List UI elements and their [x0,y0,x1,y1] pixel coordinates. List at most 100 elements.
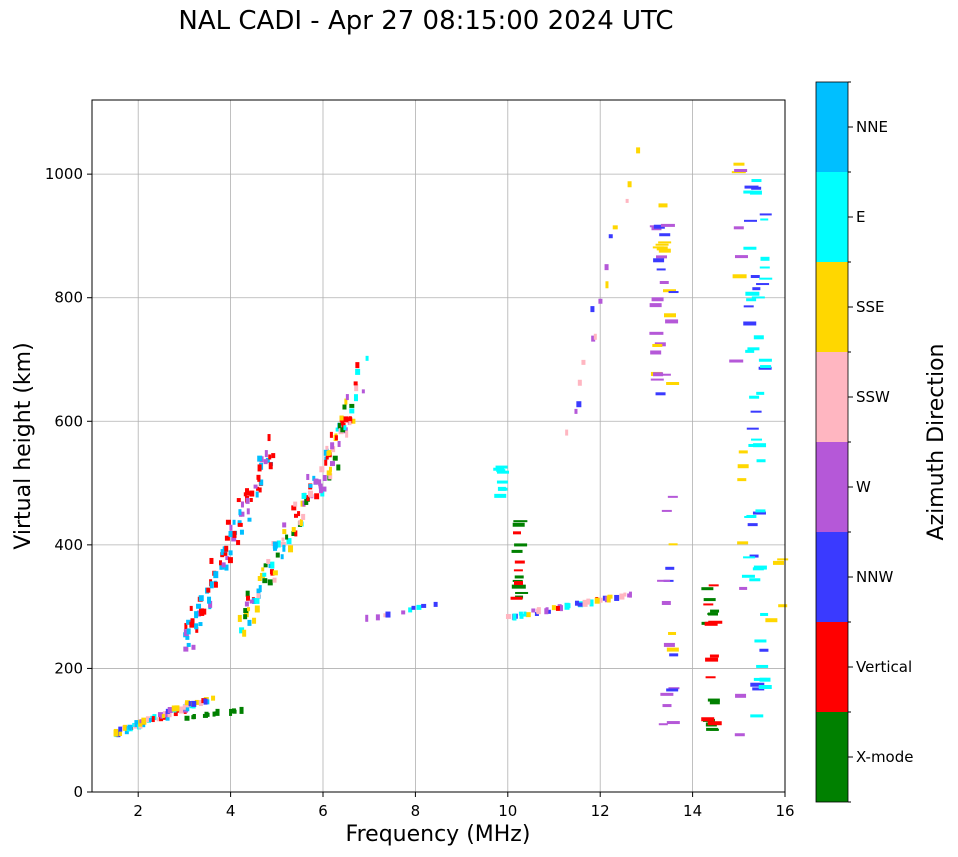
echo-point-14-50 [756,391,765,395]
echo-point-2-62 [238,509,242,516]
echo-point-3-42 [282,529,287,535]
echo-point-4-8 [329,461,335,467]
echo-point-11-19 [662,704,672,708]
echo-point-2-37 [219,560,223,566]
echo-point-14-1 [753,335,764,340]
echo-point-2-91 [263,459,268,465]
echo-point-7-21 [567,603,571,609]
echo-point-3-55 [291,527,296,533]
echo-point-9-11 [608,234,613,239]
echo-point-8-12 [510,596,523,600]
echo-point-5-3 [385,611,391,618]
echo-point-3-4 [237,614,242,622]
echo-point-14-21 [751,296,765,299]
echo-point-2-42 [224,564,229,571]
echo-point-11-0 [660,692,674,696]
echo-point-9-10 [604,264,609,271]
echo-point-11-24 [657,579,671,582]
echo-point-3-101 [343,427,348,434]
echo-point-11-20 [666,688,679,692]
echo-point-0-48 [174,705,180,712]
echo-point-0-38 [161,714,165,719]
colorbar-segment-nnw [816,532,848,622]
echo-point-0-30 [156,717,161,722]
echo-point-11-23 [658,723,668,726]
echo-point-4-2 [318,487,323,494]
echo-point-3-105 [349,408,355,414]
echo-point-11-6 [662,373,671,376]
echo-point-13-9 [734,733,745,737]
echo-point-11-1 [668,631,677,635]
echo-point-2-13 [189,605,193,611]
echo-point-2-59 [239,529,244,535]
echo-point-7-30 [594,597,600,604]
colorbar-segment-ssw [816,352,848,442]
echo-point-8-7 [512,522,525,527]
x-tick-label: 8 [411,802,421,820]
echo-point-3-54 [291,505,297,511]
echo-point-14-32 [743,190,754,194]
echo-point-12-1 [705,676,716,679]
echo-point-7-15 [551,605,556,611]
echo-point-9-7 [590,306,595,313]
echo-point-14-12 [750,410,762,413]
echo-point-1-6 [204,711,209,717]
echo-point-2-65 [247,517,252,522]
echo-point-4-5 [318,483,323,489]
echo-point-5-0 [365,614,369,622]
echo-point-3-34 [275,552,280,558]
echo-point-0-61 [194,699,199,705]
echo-point-0-52 [186,706,190,712]
echo-point-1-13 [239,706,244,714]
echo-point-14-54 [758,358,772,362]
echo-point-7-37 [623,592,627,597]
echo-point-14-9 [745,349,755,353]
echo-point-3-25 [267,579,273,586]
colorbar-label-nne: NNE [856,118,888,136]
echo-point-9-15 [636,147,641,154]
echo-point-3-0 [239,627,245,634]
echo-point-7-26 [589,599,594,607]
echo-point-13-12 [734,168,748,172]
echo-point-2-52 [236,540,241,546]
echo-point-6-5 [493,467,505,471]
echo-point-4-11 [330,442,335,450]
echo-point-2-11 [189,621,195,628]
echo-point-7-35 [607,594,613,599]
echo-point-0-42 [173,711,178,717]
y-axis-ticks: 0 200 400 600 800 1000 [45,165,92,801]
echo-point-13-0 [738,450,748,454]
echo-point-9-5 [591,335,596,342]
echo-point-0-44 [167,707,173,714]
echo-point-14-8 [747,523,758,527]
echo-point-10-16 [651,297,664,302]
echo-point-4-29 [365,355,369,361]
echo-point-2-76 [258,487,262,493]
y-tick-label: 0 [73,783,83,801]
echo-point-7-36 [619,593,625,600]
echo-point-8-4 [513,520,528,523]
echo-point-0-63 [191,700,197,707]
echo-point-2-63 [246,508,250,515]
echo-point-2-92 [271,453,276,459]
echo-point-2-93 [264,450,268,458]
echo-point-8-11 [515,591,529,594]
echo-point-7-5 [525,612,531,618]
echo-point-14-30 [753,565,767,570]
echo-point-8-2 [513,531,522,535]
echo-point-3-106 [343,425,347,431]
echo-point-12-15 [701,717,715,722]
x-tick-label: 14 [683,802,702,820]
echo-point-10-20 [652,246,664,249]
echo-point-3-98 [337,422,341,429]
echo-point-3-63 [301,492,307,499]
echo-point-3-94 [335,427,340,432]
echo-point-0-37 [162,711,167,718]
echo-point-2-40 [225,556,230,561]
echo-point-4-25 [361,389,365,394]
echo-point-11-13 [667,495,678,498]
colorbar-label-sse: SSE [856,298,885,316]
echo-point-10-13 [653,224,665,229]
echo-point-4-7 [326,470,332,476]
